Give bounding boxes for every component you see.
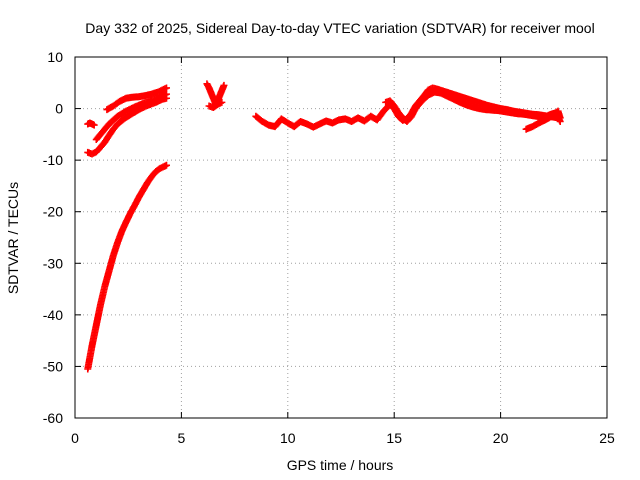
y-tick-label: -20 (43, 204, 63, 220)
data-point (218, 98, 226, 106)
y-tick-label: -50 (43, 358, 63, 374)
x-tick-label: 20 (493, 430, 509, 446)
data-point (90, 121, 98, 129)
chart-title: Day 332 of 2025, Sidereal Day-to-day VTE… (85, 20, 594, 36)
grid (75, 57, 607, 418)
series-arc-4 (103, 84, 171, 114)
series-arc-6 (203, 80, 228, 107)
data-point (556, 114, 564, 122)
x-tick-label: 15 (386, 430, 402, 446)
y-tick-label: 10 (47, 49, 63, 65)
data-point (220, 81, 228, 89)
series-arc-7 (205, 98, 226, 112)
series-arc-5 (84, 119, 98, 129)
y-axis-label: SDTVAR / TECUs (5, 182, 21, 294)
y-tick-label: -40 (43, 307, 63, 323)
y-tick-label: -30 (43, 255, 63, 271)
series-arc-1 (84, 161, 171, 373)
y-tick-label: 0 (55, 101, 63, 117)
y-tick-label: -10 (43, 152, 63, 168)
series-arc-3 (92, 90, 171, 144)
series-arc-10 (522, 107, 564, 133)
x-axis-label: GPS time / hours (287, 457, 394, 473)
data-point (163, 90, 171, 98)
x-tick-label: 5 (178, 430, 186, 446)
plot-frame (74, 56, 608, 419)
data-point (163, 161, 171, 169)
data-point (163, 84, 171, 92)
data-points (84, 80, 564, 373)
x-tick-label: 25 (599, 430, 615, 446)
x-tick-label: 10 (280, 430, 296, 446)
y-tick-label: -60 (43, 410, 63, 426)
x-tick-label: 0 (71, 430, 79, 446)
